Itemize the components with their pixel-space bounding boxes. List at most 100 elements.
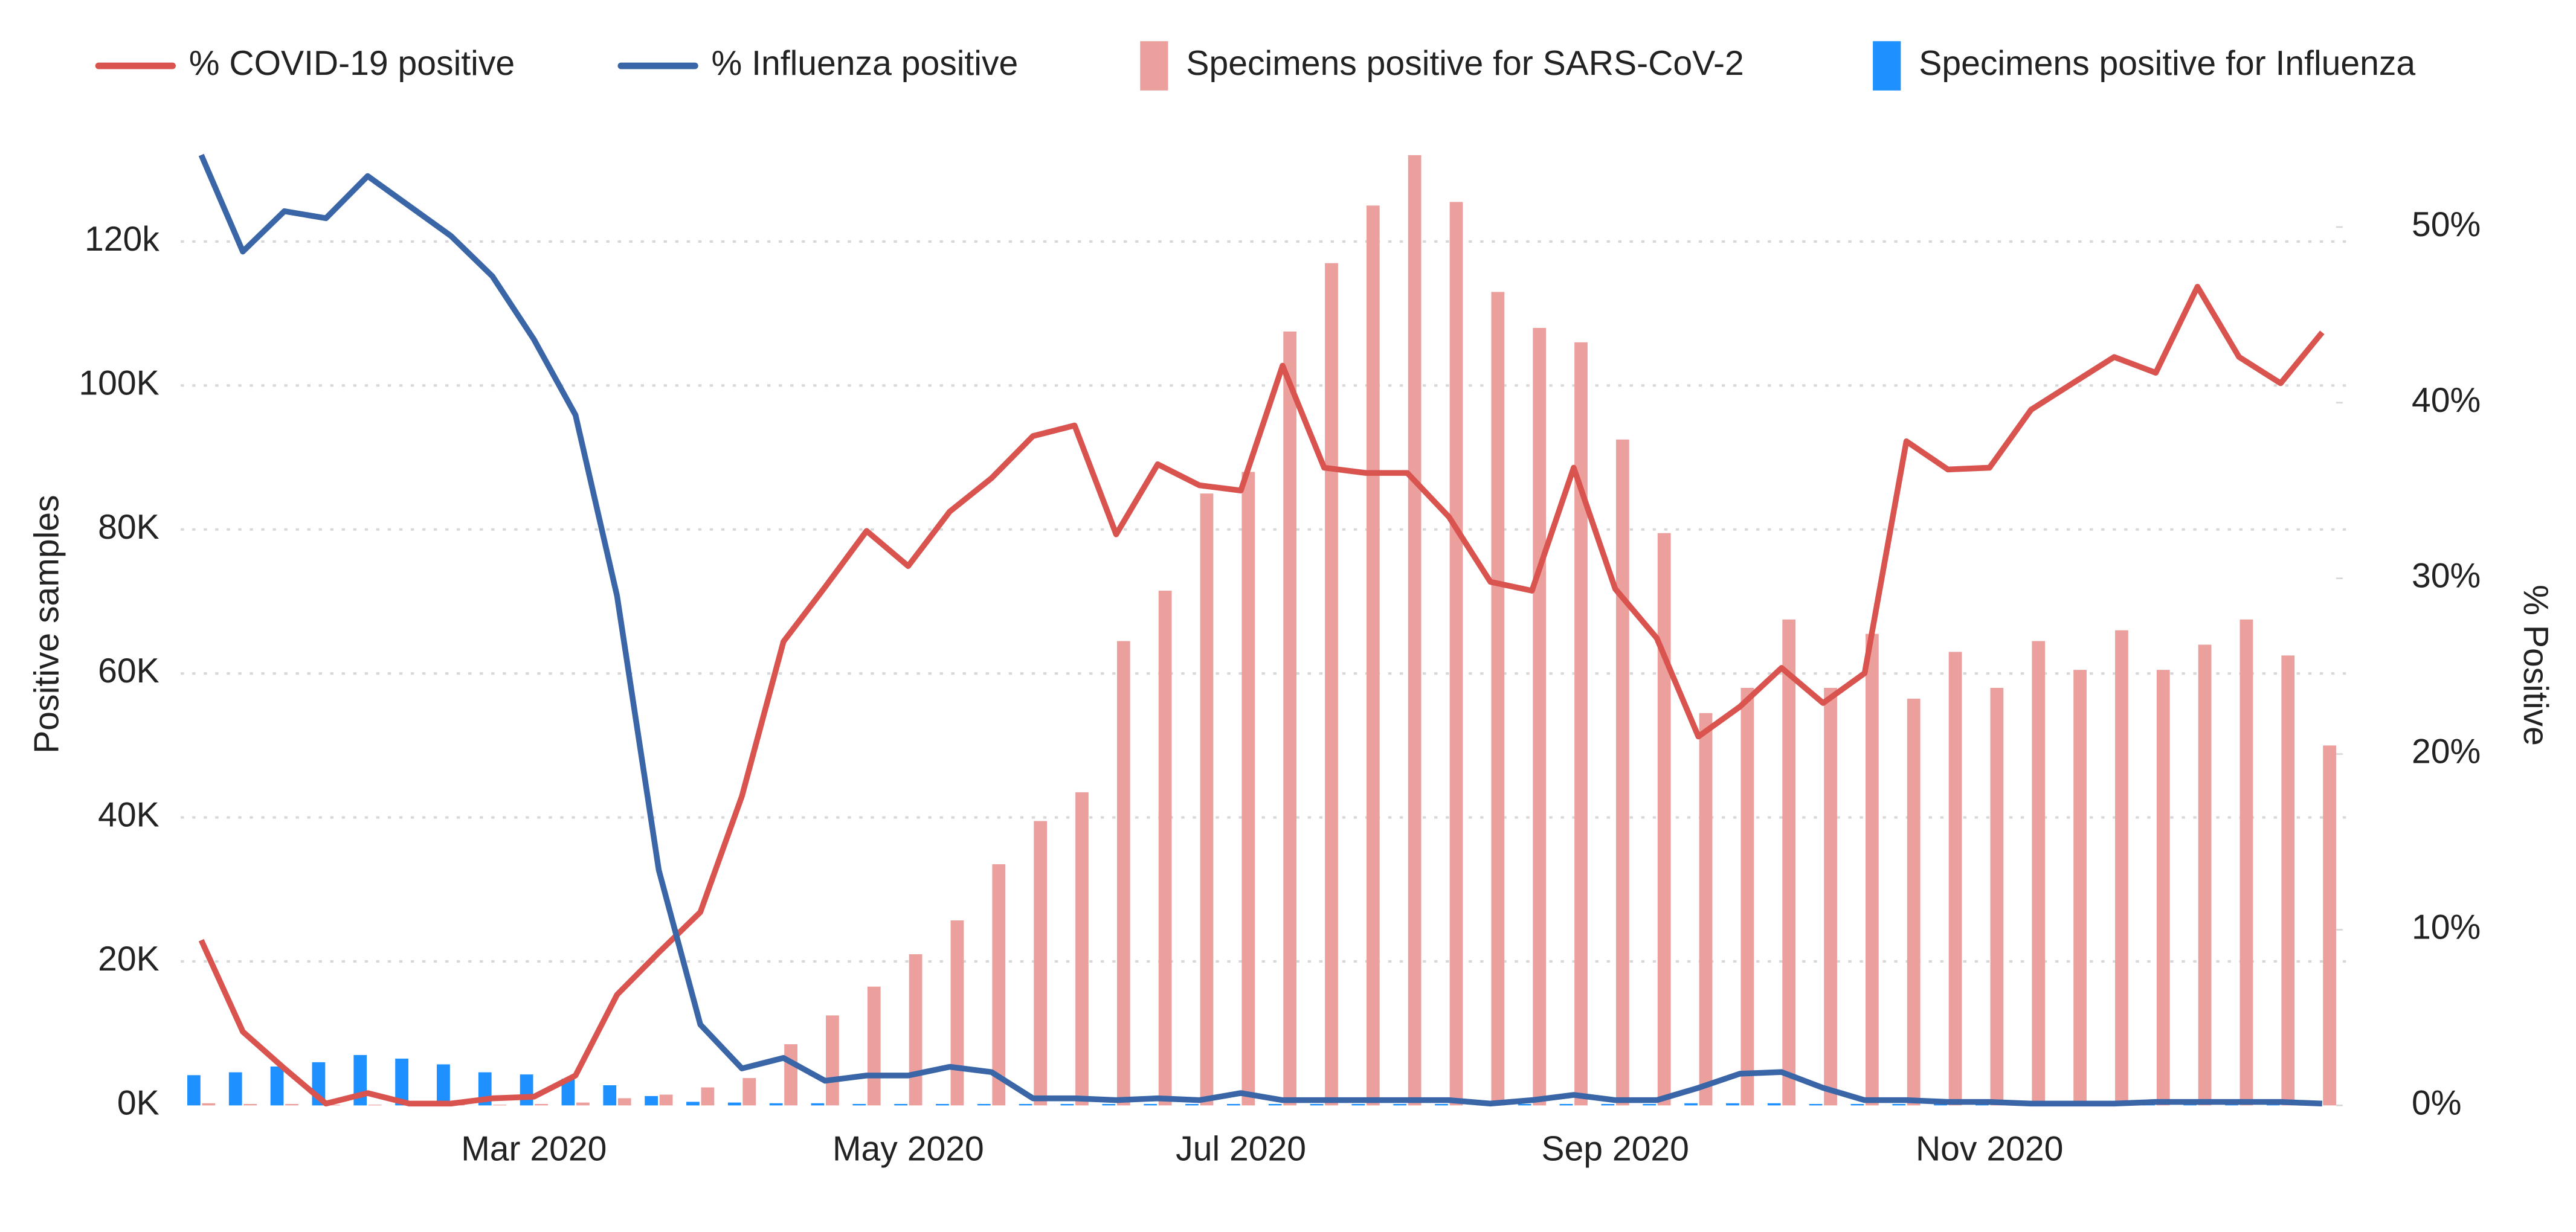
bar <box>1934 1103 1947 1106</box>
bar <box>1060 1103 1074 1106</box>
bar <box>1491 292 1505 1106</box>
bar <box>1325 263 1338 1106</box>
y2-tick-label: 0% <box>2412 1083 2462 1122</box>
bar <box>769 1103 783 1106</box>
bar <box>535 1103 548 1106</box>
y-tick-label: 0K <box>117 1083 159 1122</box>
bar <box>576 1102 590 1106</box>
bar <box>826 1015 839 1106</box>
legend-swatch <box>1873 41 1901 91</box>
bar <box>228 1072 242 1106</box>
bar <box>1559 1103 1573 1106</box>
bar <box>1601 1103 1615 1106</box>
bar <box>852 1103 866 1106</box>
bar <box>645 1096 658 1106</box>
bar <box>727 1102 741 1106</box>
bar <box>2032 641 2046 1106</box>
bar <box>977 1103 991 1106</box>
bar <box>270 1067 284 1106</box>
bar <box>686 1102 700 1106</box>
bar <box>1767 1103 1781 1106</box>
bar <box>1990 687 2004 1106</box>
bar <box>811 1103 825 1106</box>
bar <box>561 1079 575 1106</box>
bar <box>1740 687 1754 1106</box>
x-tick-label: May 2020 <box>832 1130 984 1169</box>
bar <box>1726 1103 1739 1106</box>
bar <box>1185 1103 1199 1106</box>
y-tick-label: 120k <box>85 220 159 258</box>
bar <box>1449 202 1463 1106</box>
bar <box>1865 634 1879 1106</box>
bar <box>2156 670 2170 1106</box>
bar <box>1158 591 1172 1106</box>
bar <box>1892 1103 1906 1106</box>
y2-tick-label: 10% <box>2412 908 2481 947</box>
bar <box>1850 1103 1864 1106</box>
bar <box>894 1103 908 1106</box>
bar <box>1615 439 1629 1106</box>
bar <box>1518 1103 1531 1106</box>
bar <box>2281 655 2295 1106</box>
bar <box>1643 1103 1657 1106</box>
bar <box>1366 205 1380 1106</box>
bar <box>1019 1103 1032 1106</box>
legend-swatch <box>1140 41 1168 91</box>
bar <box>1684 1103 1698 1106</box>
bar <box>2115 630 2128 1106</box>
bar <box>1102 1103 1116 1106</box>
y-axis-title: Positive samples <box>28 495 66 753</box>
line-series <box>198 284 2325 1107</box>
bar <box>1435 1103 1448 1106</box>
bar <box>1809 1103 1823 1106</box>
y-tick-label: 100K <box>79 364 159 402</box>
bar <box>1408 155 1422 1106</box>
bar <box>1034 821 1047 1106</box>
bar <box>1226 1103 1240 1106</box>
bar <box>950 920 964 1106</box>
bar <box>202 1103 216 1106</box>
bar <box>1824 687 1837 1106</box>
bar <box>187 1075 201 1106</box>
bar <box>992 864 1006 1106</box>
bar <box>437 1064 450 1106</box>
bar <box>1200 493 1214 1106</box>
x-tick-label: Jul 2020 <box>1176 1130 1306 1169</box>
bar <box>1907 698 1921 1106</box>
bar <box>603 1085 617 1106</box>
bar <box>2323 745 2336 1106</box>
bar <box>1782 619 1796 1106</box>
x-tick-label: Mar 2020 <box>461 1130 607 1169</box>
bar <box>1657 533 1671 1106</box>
bar <box>1310 1103 1324 1106</box>
legend-label: % COVID-19 positive <box>189 44 515 83</box>
bar <box>1144 1103 1158 1106</box>
bar <box>1116 641 1130 1106</box>
bar <box>395 1058 408 1106</box>
bar <box>1241 472 1255 1106</box>
x-tick-label: Nov 2020 <box>1916 1130 2063 1169</box>
bar <box>1574 342 1588 1106</box>
bar <box>243 1103 257 1106</box>
bar <box>1268 1103 1282 1106</box>
y2-tick-label: 50% <box>2412 205 2481 244</box>
legend-label: Specimens positive for SARS-CoV-2 <box>1186 44 1744 83</box>
y-tick-label: 60K <box>98 652 159 690</box>
bar <box>1283 331 1297 1106</box>
legend-label: % Influenza positive <box>711 44 1018 83</box>
bar <box>1393 1103 1407 1106</box>
bar <box>1351 1103 1365 1106</box>
bar <box>784 1044 797 1106</box>
x-tick-label: Sep 2020 <box>1541 1130 1689 1169</box>
y-tick-label: 80K <box>98 508 159 547</box>
bar <box>2240 619 2253 1106</box>
line-series <box>198 153 2323 1107</box>
bar <box>1948 652 1962 1106</box>
y2-tick-label: 20% <box>2412 733 2481 771</box>
bar <box>867 986 881 1106</box>
bar <box>742 1078 756 1106</box>
bar <box>2073 670 2087 1106</box>
y2-tick-label: 30% <box>2412 557 2481 595</box>
